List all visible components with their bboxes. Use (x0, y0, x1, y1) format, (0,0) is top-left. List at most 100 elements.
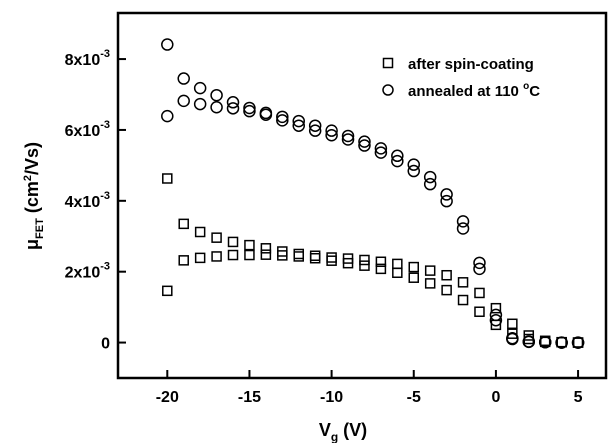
y-tick-label: 8x10-3 (65, 48, 110, 69)
data-point-circle (489, 308, 503, 322)
data-point-square (227, 236, 239, 248)
data-point-circle (538, 335, 552, 349)
data-point-square (178, 218, 189, 230)
data-point-square (375, 263, 387, 275)
data-point-circle (358, 139, 371, 152)
data-point-square (162, 285, 173, 297)
y-axis-label-unit-post: /Vs) (22, 142, 42, 175)
data-point-square (309, 250, 321, 261)
data-point-circle (407, 164, 421, 178)
data-point-square (490, 302, 502, 314)
data-point-circle (210, 88, 223, 102)
data-point-circle (276, 110, 289, 124)
data-point-circle (210, 101, 223, 114)
data-point-circle (456, 215, 470, 228)
data-point-square (392, 258, 403, 270)
data-point-square (194, 226, 206, 238)
data-point-square (457, 277, 469, 288)
data-point-circle (440, 194, 453, 208)
legend-label-series-2: annealed at 110 oC (408, 81, 540, 100)
data-point-square (342, 257, 354, 269)
legend-marker-square (382, 57, 394, 69)
data-point-circle (374, 142, 388, 155)
series-2 (161, 38, 585, 349)
data-point-square (211, 251, 222, 262)
data-point-square (408, 272, 420, 283)
data-point-square (507, 328, 518, 339)
data-point-circle (473, 256, 486, 270)
data-point-square (441, 269, 452, 281)
x-tick-label: -5 (407, 389, 421, 406)
x-axis-ticks: -20 -15 -10 -5 0 5 (156, 370, 583, 406)
data-point-square (507, 318, 518, 330)
x-axis-label-sub: g (331, 430, 338, 443)
data-point-circle (440, 188, 453, 201)
x-axis-label: Vg (V) (319, 420, 367, 443)
data-point-circle (423, 177, 437, 191)
data-point-circle (489, 313, 503, 327)
legend: after spin-coating annealed at 110 oC (382, 56, 540, 100)
x-tick-label: -15 (238, 389, 261, 406)
data-point-square (211, 232, 222, 243)
data-point-circle (391, 154, 404, 168)
data-point-square (227, 249, 239, 261)
data-point-circle (243, 101, 256, 115)
data-point-circle (193, 81, 207, 95)
data-point-square (556, 336, 567, 348)
data-point-square (572, 337, 584, 348)
data-point-square (162, 173, 173, 184)
legend-label-series-2-main: annealed at 110 (408, 83, 523, 100)
y-axis-label-sub: FET (34, 218, 46, 239)
y-axis-label: μFET (cm2/Vs) (22, 142, 46, 250)
data-point-square (260, 249, 272, 260)
data-point-square (572, 337, 584, 348)
data-point-square (178, 255, 189, 266)
y-axis-label-unit-sup: 2 (22, 175, 34, 181)
data-point-circle (193, 97, 207, 111)
data-point-circle (341, 133, 355, 146)
data-point-square (277, 250, 288, 261)
x-axis-label-unit: (V) (338, 420, 367, 440)
legend-label-series-2-post: C (529, 83, 540, 100)
data-point-square (441, 284, 452, 296)
data-point-square (375, 256, 387, 268)
data-point-circle (325, 124, 338, 137)
y-tick-label: 0 (101, 336, 110, 353)
x-tick-label: -20 (156, 389, 179, 406)
data-point-square (326, 252, 337, 263)
data-point-circle (308, 119, 322, 132)
y-tick-label-exponent: -3 (100, 119, 110, 131)
data-point-square (424, 278, 436, 289)
series-1 (162, 173, 584, 348)
data-point-circle (226, 102, 240, 115)
data-point-circle (161, 38, 174, 51)
data-point-square (194, 252, 206, 264)
y-axis-label-main: μ (22, 239, 42, 250)
y-tick-label: 6x10-3 (65, 119, 110, 140)
x-tick-label: -10 (320, 389, 343, 406)
data-point-square (392, 267, 403, 279)
data-point-circle (243, 104, 256, 118)
legend-label-series-2-sup: o (523, 81, 529, 92)
data-point-circle (391, 149, 404, 163)
x-tick-label: 0 (491, 389, 500, 406)
y-tick-label-exponent: -3 (100, 190, 110, 202)
data-point-square (244, 249, 255, 261)
y-tick-label-mantissa: 0 (101, 336, 110, 353)
data-point-square (556, 336, 567, 348)
y-tick-label-exponent: -3 (100, 261, 110, 273)
data-point-square (457, 294, 469, 306)
data-point-circle (177, 94, 190, 108)
data-point-circle (522, 335, 536, 348)
y-tick-label-exponent: -3 (100, 48, 110, 60)
data-point-circle (506, 332, 519, 346)
x-tick-label: 5 (574, 389, 583, 406)
data-point-circle (276, 114, 289, 127)
legend-marker-circle (382, 84, 394, 96)
data-point-square (244, 239, 255, 251)
data-point-square (293, 248, 304, 260)
y-tick-label-mantissa: 4x10 (65, 194, 101, 211)
data-point-circle (374, 146, 388, 159)
data-point-square (424, 265, 436, 276)
